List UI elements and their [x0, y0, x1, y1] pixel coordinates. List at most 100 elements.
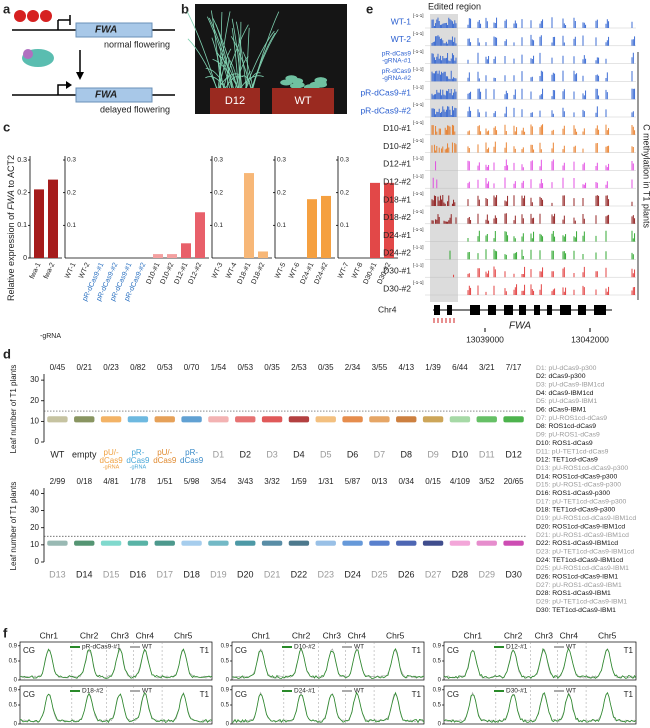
exon	[447, 305, 452, 315]
legend-entry: D9: pU-ROS1-dCas9	[536, 432, 600, 439]
y-tick-label: 0	[35, 437, 40, 446]
exon	[434, 305, 440, 315]
x-tick-label: D12	[505, 449, 522, 459]
x-tick-label: pU/-	[157, 448, 172, 457]
track-label: D10-#1	[383, 123, 411, 133]
y-tick-label: 0.5	[433, 703, 442, 709]
label-part: to ACT2	[6, 155, 16, 190]
chrom-label: Chr2	[504, 630, 523, 640]
x-tick-label: -gRNA	[130, 464, 147, 470]
x-tick-label: D19	[210, 569, 227, 579]
plant-cluster	[369, 540, 390, 546]
plant-cluster	[342, 540, 363, 546]
context-label: CG	[23, 646, 35, 655]
fraction-label: 4/81	[103, 477, 119, 486]
x-tick-label: D5	[320, 449, 332, 459]
exon	[594, 305, 606, 315]
legend-entry: D8: ROS1cd-dCas9	[536, 423, 596, 430]
legend-entry: D7: pU-ROS1cd-dCas9	[536, 415, 607, 422]
plant-cluster	[422, 416, 444, 423]
chrom-label: Chr2	[292, 630, 311, 640]
y-tick-label: 30	[30, 375, 39, 384]
plant-cluster	[342, 416, 363, 423]
x-tick-label: D1	[213, 449, 225, 459]
track-label: D24-#2	[383, 248, 411, 258]
track-label: pR-dCas9	[382, 68, 412, 75]
label-part: FWA	[6, 190, 16, 210]
fraction-label: 1/59	[291, 477, 307, 486]
plant-cluster	[449, 540, 471, 546]
y-tick-label: 0.5	[433, 659, 442, 665]
plant-cluster	[315, 540, 336, 546]
y-tick-label: 0.2	[277, 189, 286, 196]
y-tick-label: 0.5	[9, 703, 18, 709]
y-tick-label: 0.2	[214, 189, 223, 196]
fraction-label: 7/17	[506, 363, 522, 372]
plant-cluster	[396, 540, 417, 546]
track-label: D24-#1	[383, 230, 411, 240]
x-tick-label: D10	[452, 449, 469, 459]
fraction-label: 2/99	[50, 477, 66, 486]
x-tick-label: fwa-2	[43, 262, 57, 281]
methylation-track	[432, 177, 633, 189]
stem	[211, 37, 224, 89]
x-tick-label: dCas9	[153, 456, 177, 465]
legend-entry: D12-#1	[506, 644, 528, 651]
track-scale: [-1-1]	[413, 156, 424, 161]
plant-cluster	[181, 540, 202, 546]
legend-entry: D26: ROS1cd-dCas9-IBM1	[536, 574, 618, 581]
generation-label: T1	[200, 646, 210, 655]
state-label: delayed flowering	[100, 104, 170, 114]
plant-cluster	[476, 416, 497, 423]
gene-label: FWA	[95, 90, 117, 101]
fraction-label: 4/13	[398, 363, 414, 372]
label-part: Relative expression of	[6, 210, 16, 301]
y-tick-label: 0.5	[221, 703, 230, 709]
track-label: pR-dCas9	[382, 50, 412, 57]
x-tick-label: fwa-1	[29, 262, 43, 281]
legend-entry: D15: pU-ROS1-dCas9-p300	[536, 482, 621, 489]
legend-entry: D30: TET1cd-dCas9-IBM1	[536, 607, 616, 614]
legend-entry: D24: TET1cd-dCas9-IBM1cd	[536, 557, 623, 564]
x-tick-label: -gRNA	[103, 464, 120, 470]
stem	[231, 18, 243, 89]
exon	[519, 305, 526, 315]
sample-curve	[19, 691, 213, 724]
track-label: D30-#2	[383, 283, 411, 293]
chrom-label: Chr4	[560, 630, 579, 640]
coord-label: 13039000	[466, 334, 504, 344]
track-label: D18-#1	[383, 194, 411, 204]
bar	[321, 195, 331, 258]
y-tick-label: 20	[30, 396, 39, 405]
plant-cluster	[100, 416, 122, 423]
track-scale: [-1-1]	[413, 245, 424, 250]
x-tick-label: D24	[344, 569, 361, 579]
methylation-track	[431, 70, 633, 82]
legend-entry: D21: pU-ROS1-dCas9-IBM1cd	[536, 532, 629, 539]
methylation-track	[453, 266, 636, 278]
bar	[153, 254, 163, 258]
stem	[251, 32, 276, 89]
stem	[222, 24, 249, 89]
fraction-label: 2/34	[345, 363, 361, 372]
stem	[215, 24, 233, 89]
legend-entry: D28: ROS1-dCas9-IBM1	[536, 590, 611, 597]
track-scale: [-1-1]	[413, 49, 424, 54]
track-scale: [-1-1]	[413, 262, 424, 267]
chrom-label: Chr4	[378, 304, 397, 314]
fraction-label: 0/45	[50, 363, 66, 372]
methylation-track	[431, 213, 636, 224]
plant-cluster	[47, 540, 68, 546]
stem	[212, 58, 239, 89]
plant-cluster	[476, 540, 497, 546]
methylation-track	[449, 249, 634, 260]
panel-b: D12 WT	[186, 4, 347, 114]
fraction-label: 0/70	[184, 363, 200, 372]
track-scale: [-1-1]	[413, 209, 424, 214]
methylation-track	[431, 17, 633, 28]
methylation-track	[431, 195, 633, 206]
x-tick-label: D23	[317, 569, 334, 579]
plant-cluster	[503, 540, 524, 546]
bar	[307, 199, 317, 258]
legend-entry: D5: pU-dCas9-IBM1	[536, 398, 597, 405]
